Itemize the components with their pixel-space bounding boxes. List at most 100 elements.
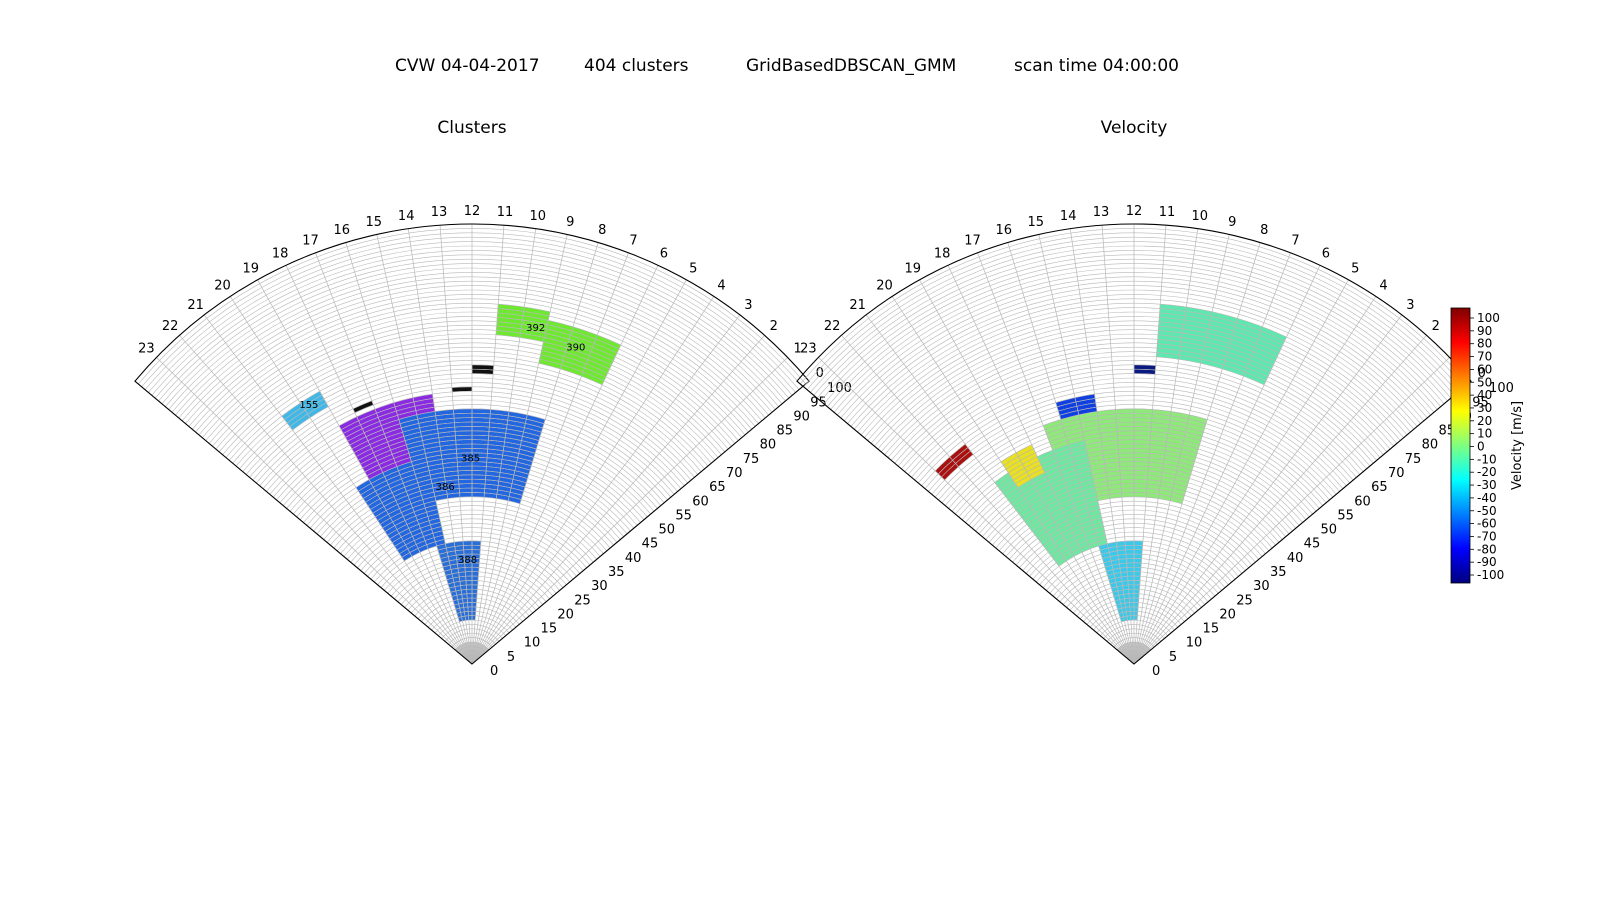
clusters-panel-title: Clusters (437, 118, 507, 138)
data-cell (466, 597, 473, 603)
beam-line (1101, 225, 1135, 665)
data-cell (1133, 580, 1141, 586)
data-cell (471, 606, 477, 612)
range-label: 45 (1304, 537, 1321, 552)
colorbar-tick-label: -90 (1477, 555, 1497, 569)
beam-line (1133, 252, 1291, 665)
beam-line (947, 265, 1135, 665)
scan-time-title: scan time 04:00:00 (1014, 56, 1179, 76)
data-cell (471, 540, 482, 546)
data-cell (1127, 571, 1135, 577)
range-label: 55 (1337, 508, 1354, 523)
beam-line (376, 234, 473, 665)
beam-label: 4 (717, 279, 725, 294)
beam-line (315, 252, 473, 665)
range-label: 0 (1152, 664, 1160, 679)
data-cell (471, 575, 479, 581)
beam-line (1133, 314, 1403, 665)
beam-line (345, 242, 473, 665)
data-cell (466, 593, 473, 599)
data-cell (1133, 562, 1142, 568)
colorbar-tick-label: 20 (1477, 414, 1492, 428)
beam-label: 0 (816, 366, 824, 381)
velocity-fan-plot: 0123456789101112131415161718192021222305… (796, 204, 1514, 679)
data-cell (471, 593, 478, 599)
range-label: 40 (1287, 551, 1304, 566)
beam-label: 12 (464, 204, 481, 219)
beam-line (203, 314, 473, 665)
beam-line (818, 357, 1135, 665)
beam-label: 16 (334, 223, 351, 238)
beam-line (1133, 228, 1199, 665)
colorbar-tick-label: -100 (1477, 568, 1504, 582)
data-cell (1129, 606, 1135, 612)
beam-label: 10 (1192, 209, 1209, 224)
beam-label: 8 (598, 223, 606, 238)
range-label: 25 (574, 593, 591, 608)
range-label: 75 (743, 452, 760, 467)
beam-line (471, 279, 687, 665)
beam-label: 21 (849, 298, 866, 313)
colorbar-tick-label: -10 (1477, 452, 1497, 466)
colorbar-tick-label: 100 (1477, 311, 1500, 325)
beam-line (229, 296, 473, 665)
beam-line (471, 265, 659, 665)
range-label: 75 (1405, 452, 1422, 467)
colorbar-tick-label: 10 (1477, 427, 1492, 441)
colorbar-tick-label: -70 (1477, 529, 1497, 543)
data-cell (1128, 593, 1135, 599)
colorbar-tick-label: 30 (1477, 401, 1492, 415)
range-label: 15 (541, 622, 558, 637)
beam-label: 19 (242, 262, 259, 277)
beam-label: 0 (1478, 366, 1486, 381)
beam-label: 13 (431, 205, 448, 220)
data-cell (467, 602, 473, 608)
fan-frame (134, 223, 810, 665)
data-cell (1129, 602, 1135, 608)
beam-label: 19 (904, 262, 921, 277)
data-cell (463, 549, 473, 555)
range-label: 50 (1321, 523, 1338, 538)
data-cell (1125, 544, 1135, 551)
colorbar-tick-label: 50 (1477, 375, 1492, 389)
beam-label: 23 (800, 342, 817, 357)
colorbar-tick-label: 60 (1477, 362, 1492, 376)
cluster-id-label: 385 (461, 454, 480, 465)
beam-label: 5 (689, 262, 697, 277)
data-cell (1127, 575, 1135, 581)
range-label: 95 (810, 395, 827, 410)
data-cell (1126, 558, 1135, 564)
beam-label: 11 (497, 205, 514, 220)
beam-line (471, 225, 505, 665)
range-label: 80 (1422, 438, 1439, 453)
beam-line (471, 357, 788, 665)
cluster-count-title: 404 clusters (584, 56, 689, 76)
range-label: 85 (777, 424, 794, 439)
beam-label: 14 (398, 209, 415, 224)
data-cell (464, 566, 473, 573)
beam-line (1133, 296, 1377, 665)
range-label: 30 (1253, 579, 1270, 594)
range-label: 5 (1169, 650, 1177, 665)
beam-line (919, 279, 1135, 665)
beam-line (865, 314, 1135, 665)
data-cell (466, 584, 473, 590)
colorbar-tick-label: 70 (1477, 350, 1492, 364)
range-label: 10 (524, 636, 541, 651)
beam-label: 12 (1126, 204, 1143, 219)
beam-line (156, 357, 473, 665)
colorbar-label: Velocity [m/s] (1510, 401, 1525, 490)
beam-label: 6 (1322, 247, 1330, 262)
clusters-fan-plot: 0123456789101112131415161718192021222305… (134, 204, 852, 679)
data-cell (1124, 540, 1135, 546)
data-cell (1133, 571, 1141, 577)
data-cell (1133, 597, 1140, 603)
range-label: 25 (1236, 593, 1253, 608)
data-cell (463, 544, 473, 551)
range-label: 70 (1388, 466, 1405, 481)
beam-label: 22 (824, 319, 841, 334)
beam-line (1007, 242, 1135, 665)
colorbar-tick-label: -60 (1477, 517, 1497, 531)
beam-line (471, 252, 629, 665)
beam-line (179, 335, 473, 665)
